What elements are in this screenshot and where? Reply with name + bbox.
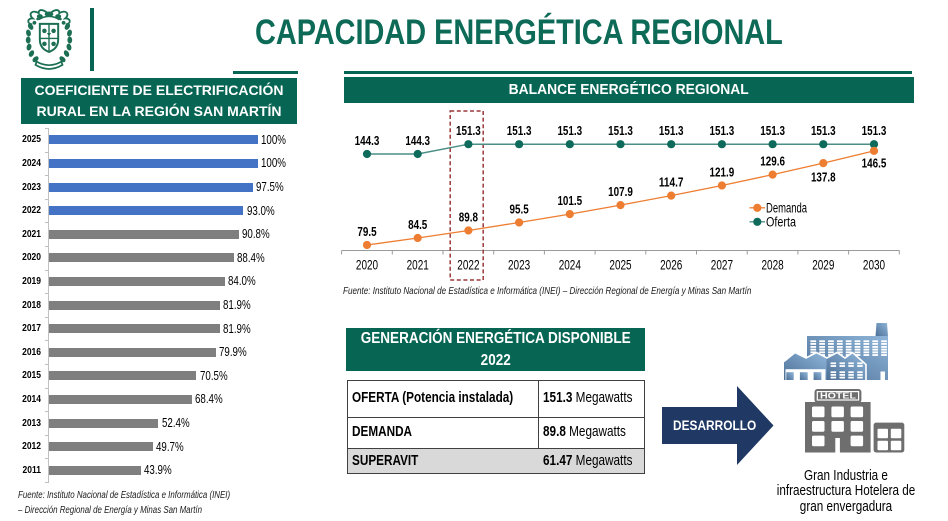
svg-text:Oferta: Oferta (766, 214, 796, 229)
svg-text:107.9: 107.9 (608, 184, 633, 199)
svg-text:151.3: 151.3 (507, 123, 532, 138)
svg-text:146.5: 146.5 (862, 156, 887, 171)
svg-text:137.8: 137.8 (811, 170, 836, 185)
svg-text:151.3: 151.3 (862, 123, 887, 138)
svg-text:121.9: 121.9 (710, 164, 735, 179)
svg-text:84.5: 84.5 (408, 217, 427, 232)
svg-text:95.5: 95.5 (510, 201, 529, 216)
svg-text:151.3: 151.3 (456, 123, 481, 138)
svg-text:151.3: 151.3 (557, 123, 582, 138)
svg-text:79.5: 79.5 (357, 224, 376, 239)
svg-text:2024: 2024 (559, 258, 582, 273)
svg-text:Demanda: Demanda (766, 200, 807, 215)
svg-text:2025: 2025 (609, 258, 631, 273)
svg-text:89.8: 89.8 (459, 209, 478, 224)
svg-text:2022: 2022 (457, 258, 479, 273)
svg-text:151.3: 151.3 (659, 123, 684, 138)
svg-text:2026: 2026 (660, 258, 682, 273)
svg-text:2020: 2020 (356, 258, 378, 273)
svg-text:144.3: 144.3 (405, 133, 430, 148)
svg-text:2027: 2027 (711, 258, 733, 273)
svg-text:129.6: 129.6 (760, 154, 785, 169)
svg-text:151.3: 151.3 (760, 123, 785, 138)
svg-text:HOTEL: HOTEL (820, 391, 856, 400)
svg-text:2029: 2029 (812, 258, 834, 273)
svg-text:2030: 2030 (863, 258, 885, 273)
svg-text:2028: 2028 (762, 258, 784, 273)
svg-text:2023: 2023 (508, 258, 530, 273)
svg-text:151.3: 151.3 (710, 123, 735, 138)
svg-text:144.3: 144.3 (355, 133, 380, 148)
svg-text:151.3: 151.3 (608, 123, 633, 138)
svg-text:2021: 2021 (407, 258, 429, 273)
svg-text:101.5: 101.5 (557, 193, 582, 208)
svg-text:114.7: 114.7 (659, 175, 684, 190)
svg-text:151.3: 151.3 (811, 123, 836, 138)
